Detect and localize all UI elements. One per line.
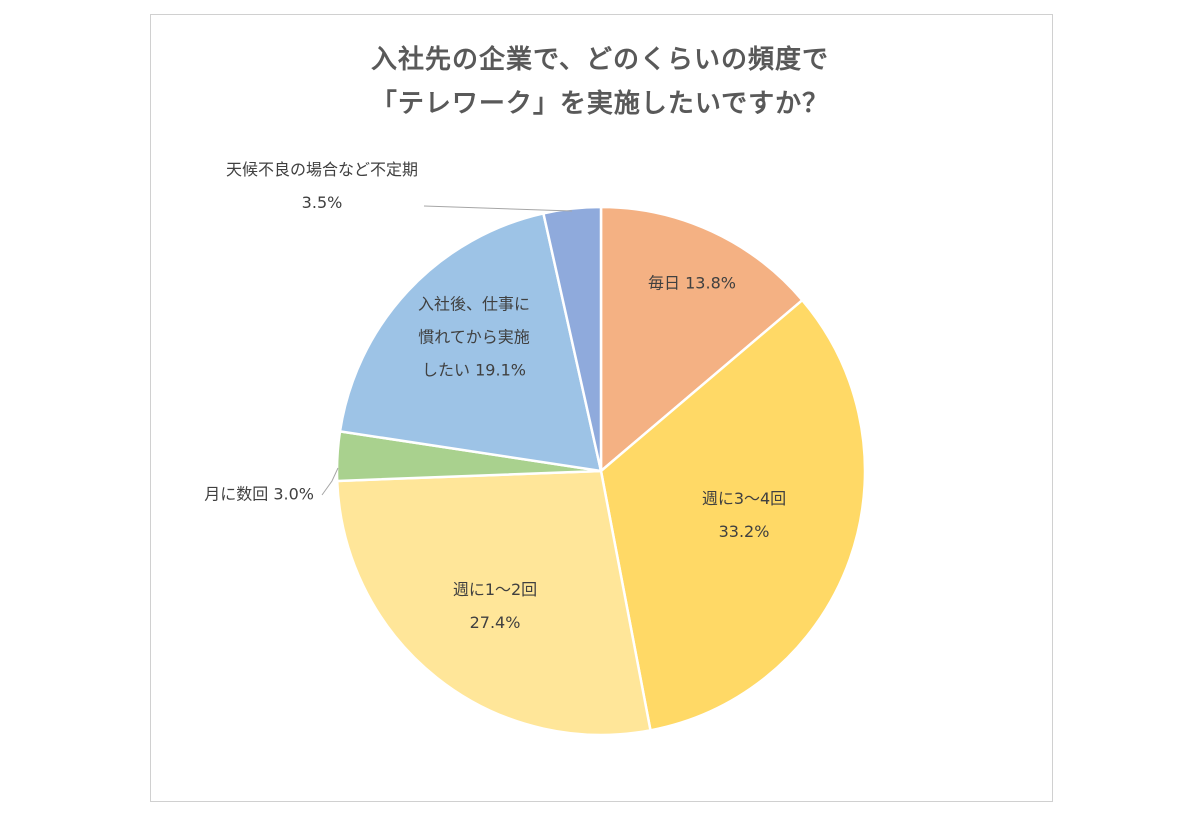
pie-slice-2 [335, 469, 652, 737]
slice-label-0-line-0: 毎日 13.8% [648, 274, 736, 293]
pie-slice-1 [599, 298, 867, 732]
slice-label-1-line-1: 33.2% [719, 522, 770, 541]
chart-title-line-1: 入社先の企業で、どのくらいの頻度で [371, 45, 829, 75]
chart-title-line-2: 「テレワーク」を実施したいですか？ [370, 89, 830, 119]
pie-slices [335, 205, 867, 737]
chart-title: 入社先の企業で、どのくらいの頻度で 「テレワーク」を実施したいですか？ [0, 38, 1200, 126]
leader-line-5 [423, 205, 573, 212]
leader-line-3 [321, 467, 339, 496]
slice-label-3-line-0: 月に数回 3.0% [204, 485, 314, 504]
slice-label-2-line-0: 週に1～2回 [453, 580, 537, 599]
leader-lines [321, 205, 573, 496]
slice-label-5-line-0: 天候不良の場合など不定期 [226, 160, 418, 179]
slice-label-4-line-0: 入社後、仕事に [418, 295, 530, 314]
pie-slice-5 [542, 205, 603, 473]
pie-slice-4 [338, 212, 603, 473]
slice-label-1-line-0: 週に3～4回 [702, 489, 786, 508]
slice-label-2-line-1: 27.4% [470, 613, 521, 632]
pie-slice-0 [599, 205, 804, 473]
slice-label-4-line-2: したい 19.1% [422, 361, 526, 380]
slice-label-4-line-1: 慣れてから実施 [418, 328, 530, 347]
slice-label-5-line-1: 3.5% [302, 193, 343, 212]
slice-labels: 毎日 13.8% 週に3～4回 33.2% 週に1～2回 27.4% 月に数回 3.0% 入… [204, 160, 786, 632]
